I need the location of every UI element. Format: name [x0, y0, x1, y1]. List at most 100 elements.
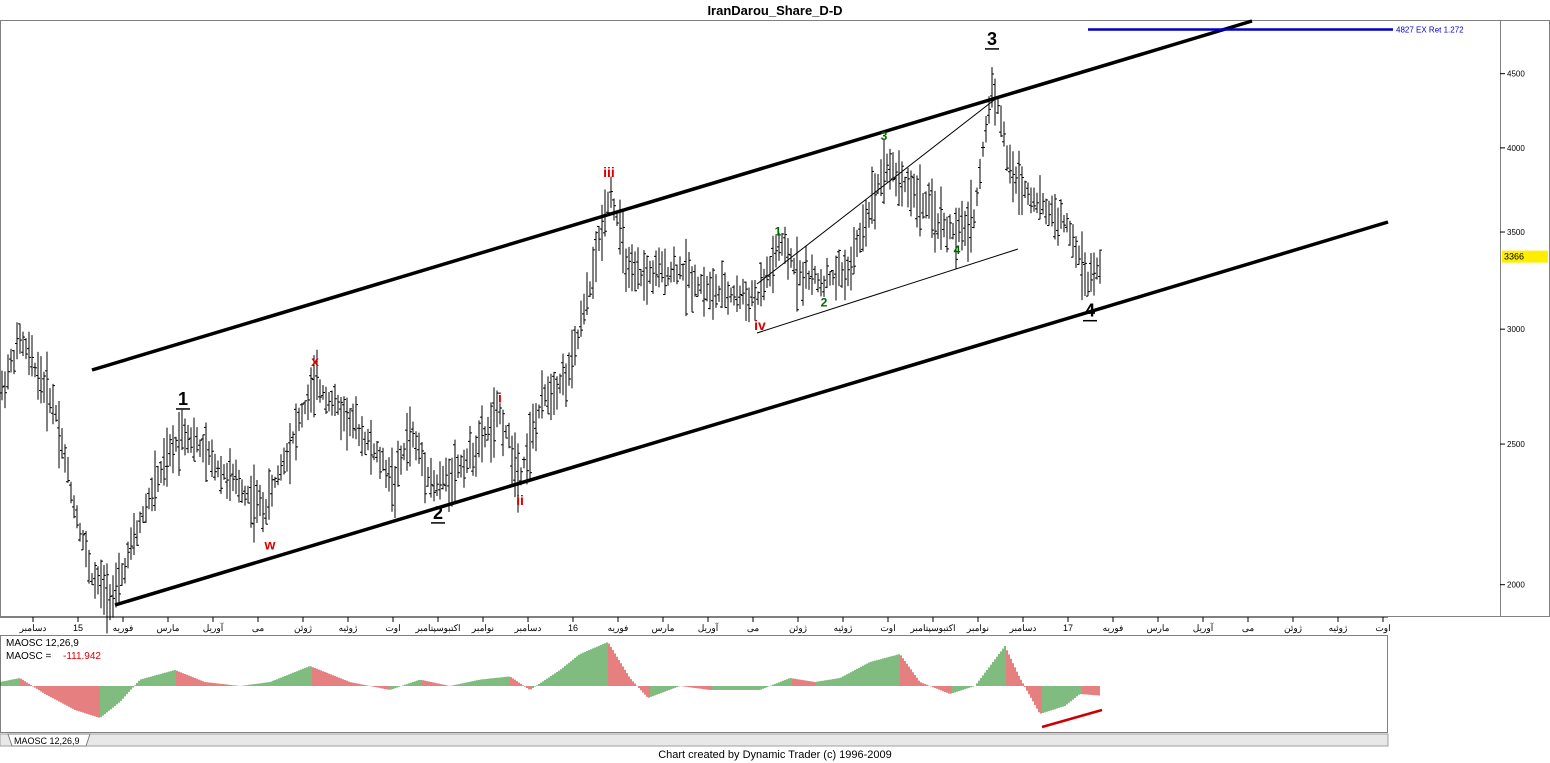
price-bar [537, 404, 541, 419]
price-bar [846, 256, 850, 287]
price-bar [981, 141, 985, 157]
price-bar [933, 190, 937, 253]
wave-label: 1 [775, 225, 782, 239]
price-bar [576, 329, 580, 350]
price-tick-label: 2500 [1507, 440, 1525, 449]
price-bar [564, 363, 568, 407]
price-bar [1044, 198, 1048, 225]
price-bar [504, 425, 508, 439]
price-bar [681, 263, 685, 281]
price-bar [21, 331, 25, 357]
price-bar [894, 162, 898, 197]
price-bar [942, 212, 946, 238]
price-bar [528, 411, 532, 480]
price-bar [1053, 194, 1057, 240]
price-bar [759, 262, 763, 307]
price-bar [312, 355, 316, 418]
price-bar [249, 475, 253, 528]
price-bar [69, 481, 73, 504]
price-bar [633, 251, 637, 292]
price-bar [408, 406, 412, 467]
price-bar [1098, 249, 1102, 284]
oscillator-tab[interactable] [7, 733, 91, 747]
price-bar [837, 249, 841, 287]
price-bar [927, 182, 931, 219]
price-bar [1032, 187, 1036, 212]
price-bar [744, 281, 748, 321]
price-bar [960, 200, 964, 251]
price-bar [36, 351, 40, 400]
price-bar [102, 565, 106, 615]
price-bar [912, 173, 916, 208]
price-bar [6, 354, 10, 390]
price-tick-label: 3000 [1507, 325, 1525, 334]
last-price-value: 3366 [1504, 252, 1524, 262]
price-bar [720, 260, 724, 309]
date-tick-label: 16 [568, 623, 578, 633]
price-bar [672, 246, 676, 283]
price-bar [444, 457, 448, 492]
price-bar [90, 573, 94, 586]
price-bar [525, 433, 529, 485]
price-bar [303, 400, 307, 415]
price-bar [399, 445, 403, 475]
price-bar [834, 255, 838, 301]
price-bar [189, 427, 193, 453]
price-bar [63, 444, 67, 473]
price-bar [471, 442, 475, 476]
price-bar [993, 78, 997, 126]
price-bar [150, 477, 154, 512]
wedge-lower-line [756, 248, 1019, 334]
price-bar [717, 285, 721, 302]
price-bar [840, 262, 844, 288]
date-tick-label: می [1242, 623, 1255, 633]
price-bar [648, 260, 652, 284]
date-tick-label: فوریه [1103, 623, 1124, 634]
price-bar [252, 464, 256, 543]
price-bar [966, 201, 970, 262]
price-bar [348, 408, 352, 437]
price-bar [192, 417, 196, 462]
price-bar [336, 394, 340, 415]
price-bar [543, 384, 547, 407]
price-bar [204, 422, 208, 483]
price-bar [858, 222, 862, 253]
price-bar [531, 403, 535, 449]
price-bar [396, 440, 400, 487]
wave-label: 2 [433, 503, 443, 523]
price-bar [291, 431, 295, 444]
price-bar [456, 454, 460, 479]
price-bar [954, 207, 958, 269]
price-bar [366, 428, 370, 451]
price-bar [294, 403, 298, 461]
price-bar [462, 449, 466, 488]
price-bar [813, 265, 817, 284]
price-bar [339, 397, 343, 441]
price-bar [144, 493, 148, 523]
price-bar [831, 269, 835, 286]
price-bar [18, 323, 22, 354]
price-bar [939, 186, 943, 250]
price-bar [861, 204, 865, 252]
price-bar [267, 468, 271, 520]
price-bar [639, 268, 643, 287]
price-bar [921, 192, 925, 219]
price-bar [741, 278, 745, 305]
price-bar [969, 179, 973, 253]
price-bar [534, 403, 538, 452]
price-bar [597, 225, 601, 251]
price-bar [120, 563, 124, 586]
date-tick-label: فوریه [113, 623, 134, 634]
date-tick-label: دسامبر [19, 623, 47, 634]
oscillator-histogram [0, 642, 1100, 718]
oscillator-tab-label[interactable]: MAOSC 12,26,9 [14, 736, 80, 746]
price-bar [690, 266, 694, 313]
price-bar [24, 338, 28, 360]
price-bar [666, 266, 670, 286]
wave-label: 3 [987, 29, 997, 49]
price-bar [177, 412, 181, 476]
price-bar [186, 424, 190, 454]
date-tick-label: نوامبر [966, 623, 989, 634]
footer-credit: Chart created by Dynamic Trader (c) 1996… [658, 749, 892, 761]
